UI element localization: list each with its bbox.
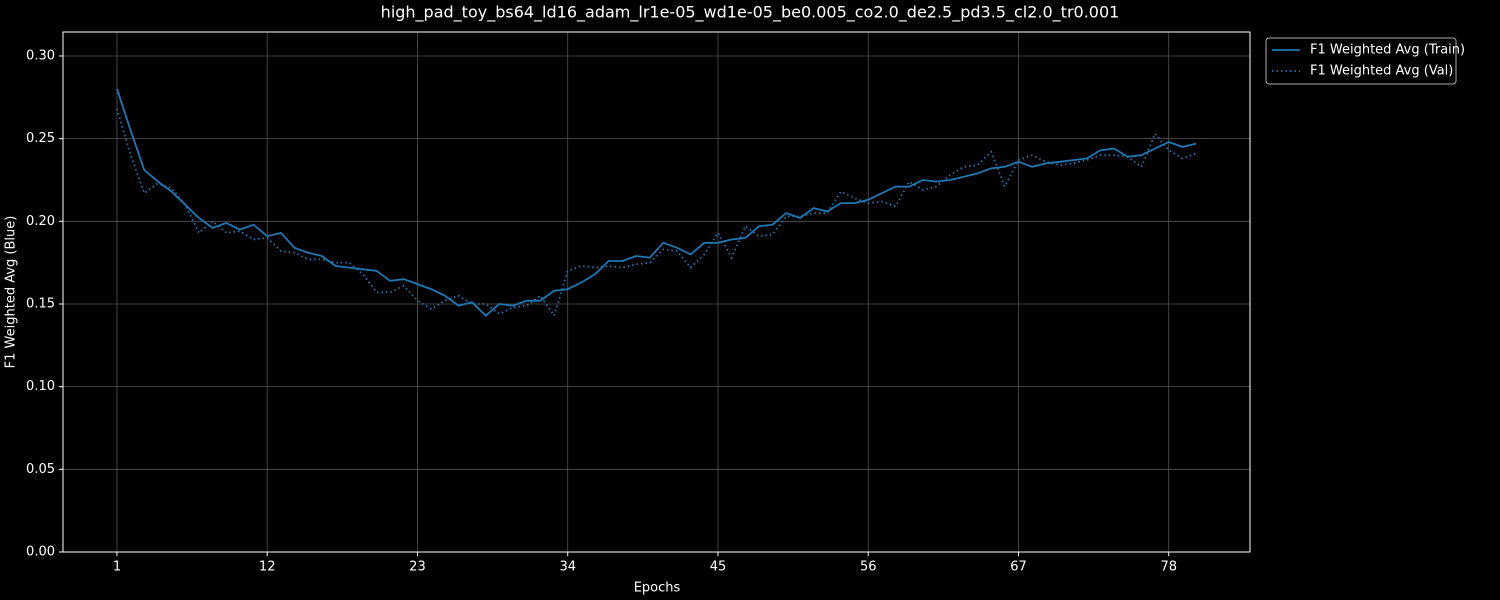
- x-tick-label: 1: [113, 560, 121, 575]
- legend-label: F1 Weighted Avg (Val): [1310, 64, 1453, 79]
- plot-frame: [62, 31, 1251, 553]
- y-tick-label: 0.10: [26, 379, 55, 394]
- x-axis-label: Epochs: [634, 581, 681, 596]
- x-tick-label: 67: [1010, 560, 1027, 575]
- y-axis-label: F1 Weighted Avg (Blue): [4, 216, 19, 369]
- series-line: [116, 108, 1197, 318]
- x-tick-label: 45: [710, 560, 727, 575]
- y-tick-label: 0.30: [26, 48, 55, 63]
- y-tick-label: 0.25: [26, 131, 55, 146]
- y-tick-label: 0.15: [26, 296, 55, 311]
- x-tick-label: 12: [259, 560, 276, 575]
- y-tick-label: 0.00: [26, 545, 55, 560]
- x-tick-label: 23: [409, 560, 426, 575]
- y-tick-label: 0.20: [26, 214, 55, 229]
- x-tick-label: 78: [1160, 560, 1177, 575]
- y-tick-label: 0.05: [26, 462, 55, 477]
- chart-title: high_pad_toy_bs64_ld16_adam_lr1e-05_wd1e…: [381, 3, 1120, 23]
- legend-label: F1 Weighted Avg (Train): [1310, 43, 1465, 58]
- x-tick-label: 34: [559, 560, 576, 575]
- x-tick-label: 56: [860, 560, 877, 575]
- legend-box: [1265, 37, 1457, 85]
